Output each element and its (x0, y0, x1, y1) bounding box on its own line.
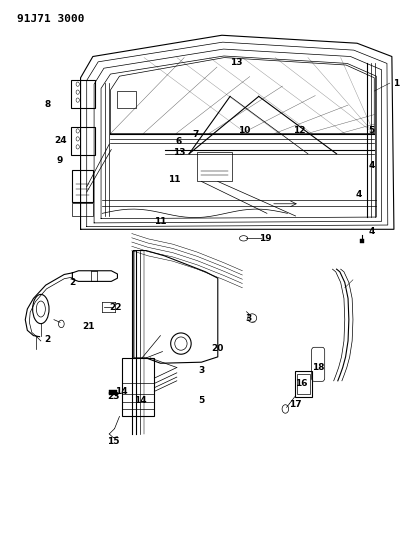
Text: 4: 4 (368, 161, 374, 170)
Text: 10: 10 (238, 126, 251, 135)
Text: 16: 16 (296, 379, 308, 388)
Bar (71, 80, 95, 108)
Text: 17: 17 (289, 400, 302, 409)
Text: 1: 1 (393, 78, 399, 87)
Text: 13: 13 (230, 59, 242, 67)
Text: 19: 19 (259, 234, 271, 243)
Bar (295, 371, 312, 397)
Text: 20: 20 (212, 344, 224, 353)
Text: 11: 11 (154, 217, 167, 226)
Bar (197, 152, 232, 181)
Text: 5: 5 (368, 126, 374, 135)
Bar (360, 239, 365, 243)
Bar (118, 91, 136, 108)
Text: 14: 14 (115, 387, 128, 396)
Bar (297, 374, 309, 393)
Bar (72, 169, 93, 201)
Text: 4: 4 (368, 228, 374, 237)
Text: 6: 6 (176, 137, 182, 146)
Text: 3: 3 (245, 314, 252, 323)
Text: 11: 11 (169, 175, 181, 184)
Text: 8: 8 (45, 100, 51, 109)
Text: 3: 3 (198, 366, 205, 375)
Text: 2: 2 (45, 335, 51, 344)
Text: 14: 14 (134, 396, 146, 405)
Text: 15: 15 (107, 438, 120, 447)
Text: 2: 2 (69, 278, 76, 287)
Text: 12: 12 (293, 126, 306, 135)
Text: 21: 21 (83, 322, 95, 331)
Text: 5: 5 (198, 396, 205, 405)
Text: 7: 7 (192, 130, 199, 139)
Bar (71, 127, 95, 155)
Text: 22: 22 (109, 303, 122, 312)
Text: 24: 24 (54, 136, 67, 145)
Text: 9: 9 (57, 156, 63, 165)
Text: 23: 23 (107, 392, 120, 401)
Text: 13: 13 (173, 148, 185, 157)
Text: 91J71 3000: 91J71 3000 (17, 14, 85, 24)
Bar (122, 358, 154, 416)
Text: 4: 4 (356, 190, 362, 199)
Bar (72, 203, 93, 216)
Text: 18: 18 (312, 363, 324, 372)
Bar (109, 390, 118, 395)
